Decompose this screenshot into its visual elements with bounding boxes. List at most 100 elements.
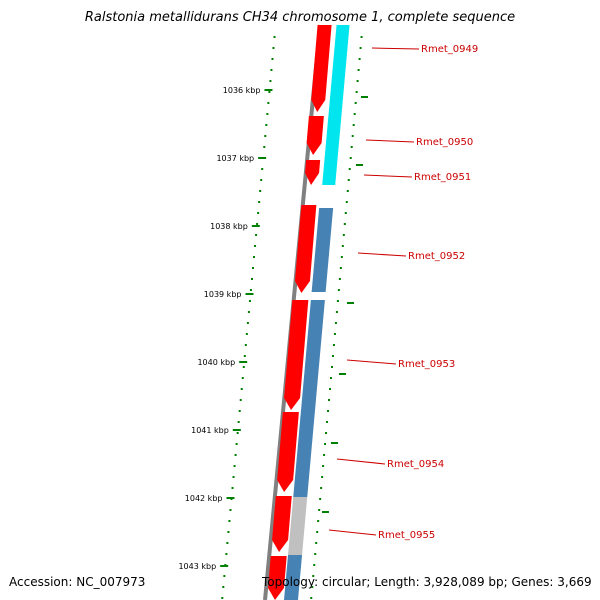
ruler-tick <box>226 497 235 499</box>
minor-tick-dot <box>347 179 350 181</box>
gene-arrow <box>284 300 309 410</box>
minor-tick-dot <box>343 223 346 225</box>
minor-tick-dot <box>333 333 336 335</box>
minor-tick-dot <box>227 531 230 533</box>
minor-tick-dot <box>250 278 253 280</box>
minor-tick-dot <box>348 168 351 170</box>
gene-label[interactable]: Rmet_0955 <box>378 530 435 541</box>
minor-tick-dot <box>243 355 246 357</box>
minor-tick-dot <box>244 344 247 346</box>
strip-segment-cyan <box>322 25 350 185</box>
minor-tick-dot <box>331 355 334 357</box>
minor-tick-dot <box>351 135 354 137</box>
minor-tick-dot <box>337 289 340 291</box>
ruler-label: 1038 kbp <box>210 222 248 231</box>
minor-tick-dot <box>312 575 315 577</box>
minor-tick-dot <box>237 421 240 423</box>
gene-arrow <box>306 116 324 155</box>
ruler-tick <box>220 565 229 567</box>
minor-tick-dot <box>233 465 236 467</box>
ruler-label: 1040 kbp <box>197 358 235 367</box>
minor-tick-dot <box>235 443 238 445</box>
ruler-tick <box>258 157 267 159</box>
minor-tick-dot <box>359 47 362 49</box>
minor-tick-dot <box>229 509 232 511</box>
gene-label[interactable]: Rmet_0952 <box>408 251 465 262</box>
minor-tick-dot <box>260 179 263 181</box>
minor-tick-dot <box>323 454 326 456</box>
minor-tick-dot <box>259 190 262 192</box>
minor-tick-dot <box>318 509 321 511</box>
gene-tick <box>347 302 354 304</box>
minor-tick-dot <box>314 553 317 555</box>
minor-tick-dot <box>223 575 226 577</box>
minor-tick-dot <box>346 190 349 192</box>
minor-tick-dot <box>221 597 224 599</box>
ruler-label: 1039 kbp <box>204 290 242 299</box>
gene-label[interactable]: Rmet_0954 <box>387 459 444 470</box>
minor-tick-dot <box>261 168 264 170</box>
minor-tick-dot <box>264 135 267 137</box>
minor-tick-dot <box>336 300 339 302</box>
minor-tick-dot <box>341 245 344 247</box>
strip-segment-grey <box>288 497 308 555</box>
gene-label[interactable]: Rmet_0950 <box>416 137 473 148</box>
minor-tick-dot <box>254 245 257 247</box>
strip-segment-blue <box>311 208 334 292</box>
ruler-label: 1036 kbp <box>223 86 261 95</box>
ruler-tick <box>232 429 241 431</box>
minor-tick-dot <box>272 47 275 49</box>
minor-tick-dot <box>338 278 341 280</box>
minor-tick-dot <box>255 234 258 236</box>
gene-arrow <box>277 412 299 492</box>
accession-text: Accession: NC_007973 <box>9 575 146 589</box>
minor-tick-dot <box>256 223 259 225</box>
ruler-label: 1041 kbp <box>191 426 229 435</box>
minor-tick-dot <box>246 322 249 324</box>
minor-tick-dot <box>355 91 358 93</box>
gene-tick <box>339 373 346 375</box>
minor-tick-dot <box>342 234 345 236</box>
ruler-tick <box>264 89 273 91</box>
minor-tick-dot <box>332 344 335 346</box>
strip-segment-blue <box>293 300 325 497</box>
minor-tick-dot <box>345 201 348 203</box>
minor-tick-dot <box>352 124 355 126</box>
minor-tick-dot <box>270 69 273 71</box>
minor-tick-dot <box>271 58 274 60</box>
gene-leader-line <box>365 139 415 143</box>
minor-tick-dot <box>334 322 337 324</box>
minor-tick-dot <box>248 300 251 302</box>
feature-track-2 <box>284 25 350 600</box>
minor-tick-dot <box>354 102 357 104</box>
ruler-tick <box>245 293 254 295</box>
gene-arrow <box>272 496 292 552</box>
minor-tick-dot <box>315 542 318 544</box>
minor-tick-dot <box>310 597 313 599</box>
gene-arrow <box>311 25 332 112</box>
minor-tick-dot <box>267 102 270 104</box>
minor-tick-dot <box>329 388 332 390</box>
minor-tick-dot <box>330 366 333 368</box>
ruler-label: 1042 kbp <box>185 494 223 503</box>
minor-tick-dot <box>316 531 319 533</box>
minor-tick-dot <box>319 498 322 500</box>
minor-tick-dot <box>263 146 266 148</box>
minor-tick-dot <box>253 256 256 258</box>
minor-tick-dot <box>241 377 244 379</box>
gene-leader-line <box>357 252 407 257</box>
minor-tick-dot <box>236 432 239 434</box>
gene-label[interactable]: Rmet_0951 <box>414 172 471 183</box>
minor-tick-dot <box>242 366 245 368</box>
minor-tick-dot <box>317 520 320 522</box>
gene-label[interactable]: Rmet_0949 <box>421 44 478 55</box>
minor-tick-dot <box>222 586 225 588</box>
minor-tick-dot <box>226 542 229 544</box>
gene-label[interactable]: Rmet_0953 <box>398 359 455 370</box>
ruler-tick <box>251 225 260 227</box>
gene-tick <box>331 442 338 444</box>
strip-segment-blue <box>284 555 303 600</box>
minor-tick-dot <box>313 564 316 566</box>
minor-tick-dot <box>247 311 250 313</box>
gene-tick <box>361 96 368 98</box>
